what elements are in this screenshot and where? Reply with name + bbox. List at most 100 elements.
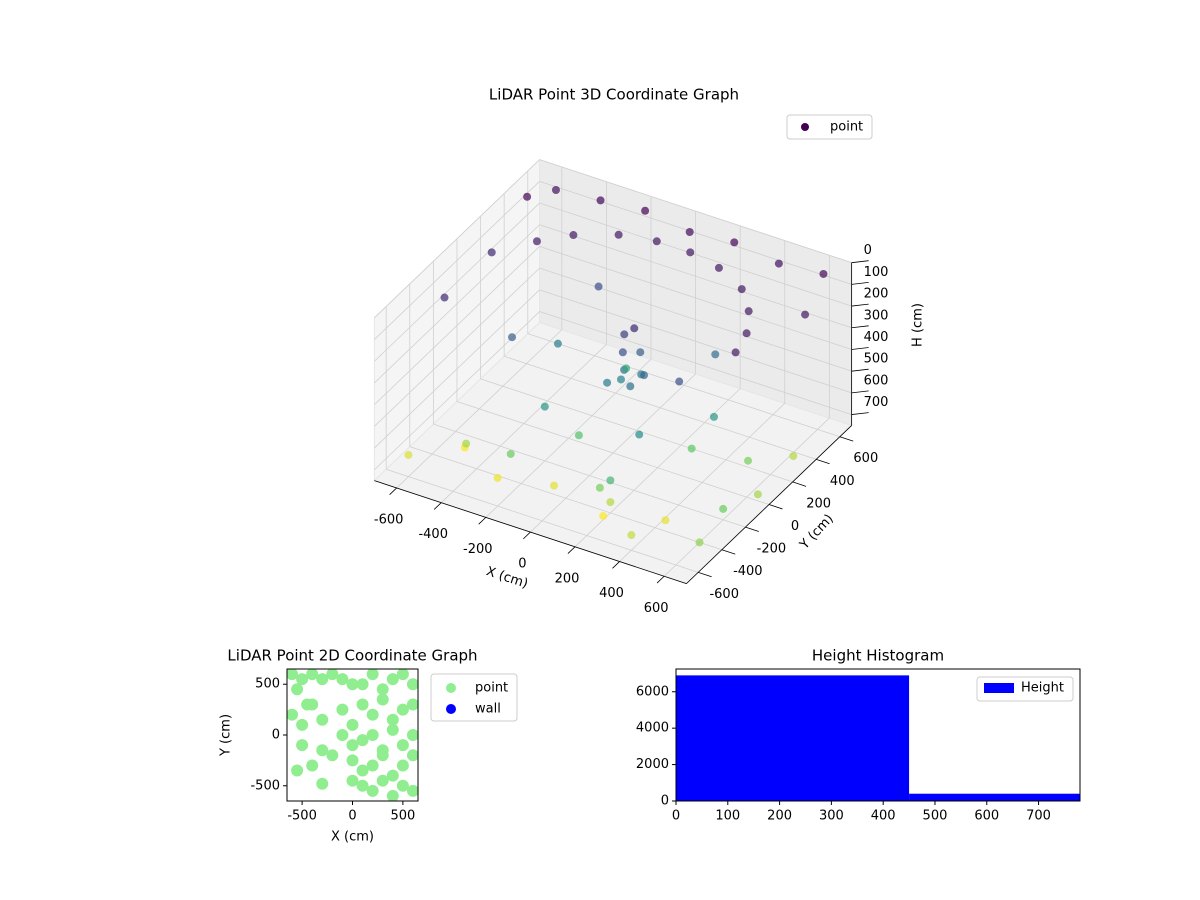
point — [742, 329, 751, 338]
grid-line — [456, 401, 770, 505]
point — [287, 708, 299, 721]
grid-line — [539, 202, 852, 307]
tick-mark — [745, 526, 759, 532]
point — [386, 789, 399, 801]
y-tick-label: 200 — [806, 496, 831, 511]
z-tick-label: 300 — [864, 308, 889, 323]
x-tick-label: 400 — [599, 586, 624, 601]
tick-mark — [851, 347, 869, 350]
tick-mark — [851, 325, 869, 329]
point — [753, 490, 762, 499]
legend-label: wall — [475, 702, 501, 717]
tick-mark — [523, 531, 531, 540]
point — [614, 230, 623, 239]
tick-mark — [433, 502, 442, 510]
tick-mark — [567, 546, 576, 554]
point — [569, 231, 578, 240]
legend-label: Height — [1021, 681, 1064, 696]
point — [553, 339, 562, 348]
point — [346, 678, 359, 691]
point — [356, 779, 369, 792]
point — [737, 285, 746, 294]
point — [376, 693, 389, 706]
z-tick-label: 0 — [864, 243, 872, 258]
point — [346, 739, 359, 752]
point — [346, 774, 359, 787]
z-tick-label: 500 — [864, 352, 889, 367]
grid-line — [374, 289, 540, 449]
point — [540, 402, 549, 411]
x-tick-label: 0 — [348, 809, 356, 824]
point — [296, 739, 309, 752]
tick-mark — [851, 368, 869, 372]
tick-mark — [656, 575, 665, 584]
y-axis-label: Y (cm) — [797, 512, 837, 554]
point — [306, 698, 319, 711]
chart-title: LiDAR Point 3D Coordinate Graph — [489, 86, 739, 104]
grid-line — [527, 333, 840, 438]
point — [711, 350, 720, 359]
legend-swatch — [984, 683, 1014, 693]
point — [523, 192, 532, 201]
point — [376, 749, 389, 762]
point — [306, 669, 319, 681]
point — [326, 669, 339, 681]
point — [574, 431, 583, 440]
point — [508, 333, 517, 342]
grid-line — [386, 468, 699, 573]
point — [386, 713, 399, 726]
point — [376, 683, 389, 696]
grid-line — [539, 267, 852, 372]
x-tick-label: 200 — [555, 571, 580, 586]
grid-line — [539, 246, 852, 350]
legend-label: point — [475, 681, 508, 696]
point — [336, 673, 349, 686]
z-tick-label: 200 — [864, 287, 889, 302]
point — [744, 456, 753, 465]
point — [687, 444, 696, 453]
point — [396, 739, 409, 752]
legend-marker — [446, 683, 456, 693]
y-tick-label: 0 — [661, 794, 669, 809]
point — [386, 673, 399, 686]
point — [636, 348, 645, 357]
point — [396, 703, 409, 716]
tick-mark — [721, 549, 736, 555]
point — [551, 186, 560, 194]
point — [532, 237, 541, 246]
point — [346, 754, 359, 767]
point — [406, 678, 418, 691]
point — [287, 669, 299, 681]
point — [366, 669, 379, 681]
x-tick-label: 100 — [715, 809, 740, 824]
x-tick-label: 500 — [923, 809, 948, 824]
grid-line — [539, 159, 852, 264]
x-tick-label: 700 — [1026, 809, 1051, 824]
legend-marker — [446, 704, 456, 714]
x-tick-label: 0 — [672, 809, 680, 824]
tick-mark — [389, 487, 397, 496]
point — [606, 498, 615, 507]
point — [627, 531, 636, 540]
y-tick-label: -600 — [709, 587, 739, 602]
point — [594, 282, 603, 291]
point — [774, 259, 783, 268]
point — [336, 703, 349, 716]
y-axis-label: Y (cm) — [219, 714, 234, 757]
point — [819, 269, 828, 278]
point — [709, 412, 718, 421]
point — [635, 430, 644, 439]
bar — [676, 675, 910, 801]
plot-3d — [373, 158, 869, 585]
point — [356, 734, 369, 747]
point — [291, 683, 304, 696]
grid-line — [374, 181, 540, 340]
point — [620, 330, 629, 339]
point — [366, 729, 379, 741]
tick-mark — [851, 260, 869, 264]
point — [336, 729, 349, 741]
point — [440, 293, 449, 302]
x-tick-label: 0 — [518, 557, 526, 572]
point — [695, 538, 704, 547]
